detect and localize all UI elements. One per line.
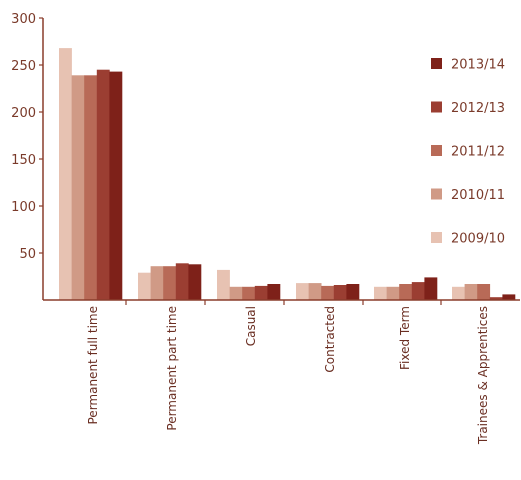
bar-2009-10-cat-1 bbox=[138, 272, 151, 300]
legend-label: 2009/10 bbox=[451, 232, 505, 247]
bar-2009-10-cat-4 bbox=[374, 286, 387, 300]
bar-2013-14-cat-4 bbox=[424, 277, 438, 300]
y-tick-label: 150 bbox=[11, 153, 36, 168]
bar-2011-12-cat-2 bbox=[242, 286, 256, 300]
legend-swatch bbox=[431, 145, 442, 156]
x-ticks bbox=[125, 300, 442, 305]
legend-swatch bbox=[431, 58, 442, 69]
bar-2009-10-cat-0 bbox=[59, 48, 72, 300]
bar-2013-14-cat-3 bbox=[346, 284, 360, 300]
category-labels: Permanent full time Permanent part time Ca… bbox=[86, 306, 490, 445]
bar-2013-14-cat-2 bbox=[267, 284, 281, 300]
category-label: Trainees & Apprentices bbox=[476, 306, 490, 445]
y-tick-label: 300 bbox=[11, 12, 36, 27]
category-label: Permanent part time bbox=[165, 306, 179, 431]
bar-2010-11-cat-5 bbox=[464, 284, 478, 300]
bar-2012-13-cat-3 bbox=[333, 285, 347, 300]
legend-label: 2011/12 bbox=[451, 145, 505, 160]
legend-swatch bbox=[431, 188, 442, 200]
category-label: Casual bbox=[244, 306, 258, 346]
category-label: Permanent full time bbox=[86, 306, 100, 425]
bar-2011-12-cat-0 bbox=[84, 75, 98, 300]
bar-2009-10-cat-5 bbox=[452, 286, 465, 300]
legend: 2013/14 2012/13 2011/12 2010/11 2009/10 bbox=[431, 58, 505, 247]
category-label: Fixed Term bbox=[398, 306, 412, 370]
bar-2013-14-cat-0 bbox=[109, 71, 123, 300]
legend-swatch bbox=[431, 101, 442, 113]
bar-2012-13-cat-4 bbox=[411, 282, 425, 300]
bar-2012-13-cat-5 bbox=[489, 297, 503, 300]
bar-2012-13-cat-2 bbox=[254, 285, 268, 300]
bar-2010-11-cat-0 bbox=[71, 75, 85, 300]
y-tick-label: 100 bbox=[11, 200, 36, 215]
bar-2011-12-cat-4 bbox=[399, 284, 413, 300]
legend-label: 2010/11 bbox=[451, 188, 505, 203]
bar-2013-14-cat-5 bbox=[502, 294, 516, 300]
bar-2012-13-cat-0 bbox=[96, 69, 110, 300]
bar-2011-12-cat-5 bbox=[477, 284, 491, 300]
bar-2010-11-cat-3 bbox=[308, 283, 322, 300]
bar-2010-11-cat-4 bbox=[386, 286, 400, 300]
y-tick-label: 200 bbox=[11, 106, 36, 121]
bar-2011-12-cat-3 bbox=[321, 285, 335, 300]
category-label: Contracted bbox=[323, 306, 337, 373]
legend-label: 2013/14 bbox=[451, 58, 505, 73]
bars-layer bbox=[59, 48, 516, 300]
y-ticks: 50 100 150 200 250 300 bbox=[11, 12, 43, 262]
bar-2013-14-cat-1 bbox=[188, 264, 202, 300]
legend-swatch bbox=[431, 232, 442, 243]
bar-2010-11-cat-1 bbox=[150, 266, 164, 300]
legend-label: 2012/13 bbox=[451, 101, 505, 116]
bar-2010-11-cat-2 bbox=[229, 286, 243, 300]
y-tick-label: 50 bbox=[19, 247, 36, 262]
bar-2009-10-cat-2 bbox=[217, 269, 230, 300]
bar-2011-12-cat-1 bbox=[163, 266, 177, 300]
bar-2012-13-cat-1 bbox=[175, 263, 189, 300]
y-tick-label: 250 bbox=[11, 59, 36, 74]
bar-2009-10-cat-3 bbox=[296, 283, 309, 300]
